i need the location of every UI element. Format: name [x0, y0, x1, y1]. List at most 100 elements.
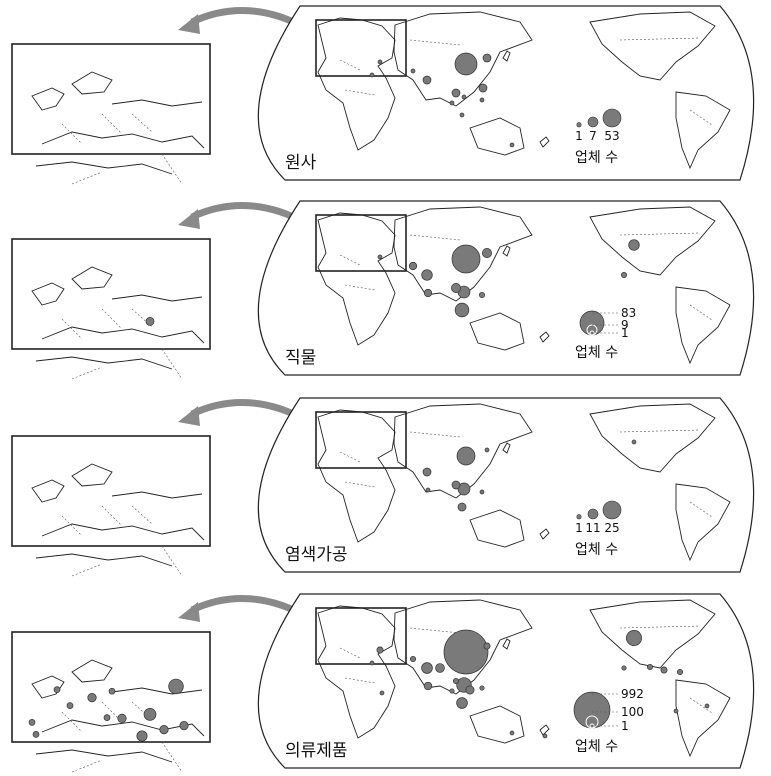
map-circle-philippines — [479, 292, 484, 297]
panel-title: 염색가공 — [285, 545, 348, 565]
legend-label: 53 — [604, 129, 619, 143]
map-circle-pakistan — [410, 656, 415, 661]
inset-circle-uk — [54, 687, 60, 693]
legend-circle — [588, 509, 598, 519]
map-circle-indonesia — [455, 303, 469, 317]
map-circle-philippines — [480, 686, 484, 690]
legend-label: 1 — [621, 326, 629, 340]
legend-label: 1 — [621, 719, 629, 733]
arrow-head-icon — [178, 406, 200, 426]
map-panel-svg: 원사 1 7 53 업체 수 — [0, 0, 771, 188]
inset-circle-iran — [180, 721, 188, 729]
map-circle-thailand — [452, 481, 460, 489]
map-panel: 원사 1 7 53 업체 수 — [0, 0, 771, 188]
inset-circle-france — [67, 703, 73, 709]
map-circle-honduras — [661, 667, 667, 673]
inset-circle-turkey — [146, 317, 154, 325]
legend-label: 100 — [621, 705, 644, 719]
inset-circle-morocco — [33, 731, 39, 737]
map-circle-china-east — [457, 447, 475, 465]
map-circle-bangladesh — [436, 664, 445, 673]
map-circle-philippines — [480, 490, 484, 494]
legend-unit: 업체 수 — [575, 542, 618, 558]
map-circle-china-east — [452, 245, 480, 273]
legend-circle — [603, 109, 621, 127]
legend-label: 992 — [621, 687, 644, 701]
map-circle-usa-east — [632, 440, 636, 444]
map-circle-sri-lanka — [424, 682, 432, 690]
map-panel-svg: 염색가공 1 11 25 업체 수 — [0, 392, 771, 580]
legend-unit: 업체 수 — [575, 739, 618, 755]
map-circle-kenya — [380, 691, 384, 695]
arrow-head-icon — [178, 602, 200, 622]
map-circle-taiwan — [479, 84, 487, 92]
map-circle-thailand — [453, 678, 458, 683]
inset-circle-greece — [118, 714, 126, 722]
map-circle-india — [422, 270, 433, 281]
panel-title: 의류제품 — [285, 741, 348, 761]
legend-circle — [588, 117, 598, 127]
inset-circle-egypt — [137, 731, 147, 741]
map-circle-malaysia — [450, 689, 454, 693]
map-circle-haiti — [677, 669, 682, 674]
legend-label: 11 — [585, 521, 600, 535]
inset-circle-poland — [109, 688, 115, 694]
map-circle-peru — [674, 709, 678, 713]
map-panel: 염색가공 1 11 25 업체 수 — [0, 392, 771, 580]
arrow-head-icon — [178, 14, 200, 34]
map-circle-malaysia — [450, 101, 454, 105]
map-circle-cambodia — [466, 686, 474, 694]
legend-unit: 업체 수 — [575, 345, 618, 361]
map-circle-sri-lanka — [424, 289, 432, 297]
inset-circle-portugal — [29, 719, 35, 725]
inset-circle-russia-west — [169, 679, 184, 694]
map-circle-sri-lanka — [426, 488, 430, 492]
inset-circle-germany — [88, 693, 96, 701]
legend-label: 25 — [604, 521, 619, 535]
map-circle-korea — [483, 54, 491, 62]
inset-circle-jordan — [160, 725, 168, 733]
map-circle-usa-east — [626, 630, 641, 645]
map-circle-guatemala — [647, 664, 652, 669]
europe-inset — [12, 239, 210, 379]
map-circle-turkey — [378, 60, 382, 64]
map-panel: 직물 83 9 1 업체 수 — [0, 195, 771, 383]
map-circle-egypt — [370, 661, 374, 665]
map-circle-usa-east — [629, 240, 640, 251]
map-panel: 의류제품 992 100 1 업체 수 — [0, 588, 771, 776]
map-circle-new-zealand — [543, 734, 547, 738]
panel-title: 직물 — [285, 348, 316, 368]
map-circle-indonesia — [457, 698, 468, 709]
map-circle-pakistan — [411, 69, 415, 73]
legend-circle — [577, 515, 581, 519]
map-circle-india — [422, 663, 433, 674]
map-circle-korea — [482, 248, 491, 257]
europe-inset — [12, 44, 210, 184]
map-circle-australia-east — [510, 731, 514, 735]
map-circle-turkey — [378, 255, 382, 259]
legend-label: 1 — [575, 521, 583, 535]
legend-circle — [577, 123, 581, 127]
map-circle-thailand — [452, 89, 460, 97]
world-map-outline — [258, 6, 753, 180]
inset-circle-turkey — [144, 708, 156, 720]
map-circle-korea — [485, 448, 489, 452]
map-circle-indonesia — [458, 503, 466, 511]
legend-label: 1 — [575, 129, 583, 143]
arrow-head-icon — [178, 209, 200, 229]
map-circle-china-east — [444, 630, 488, 674]
map-circle-vietnam — [462, 95, 466, 99]
map-circle-india — [423, 468, 431, 476]
panel-title: 원사 — [285, 153, 317, 173]
map-circle-egypt — [370, 73, 374, 77]
world-map-outline — [258, 201, 753, 375]
map-circle-korea — [484, 643, 490, 649]
map-circle-pakistan — [409, 262, 417, 270]
map-circle-china-east — [455, 53, 477, 75]
europe-inset — [12, 436, 210, 576]
map-circle-brazil — [705, 704, 709, 708]
legend-circle — [574, 692, 610, 728]
map-circle-mexico — [621, 272, 626, 277]
